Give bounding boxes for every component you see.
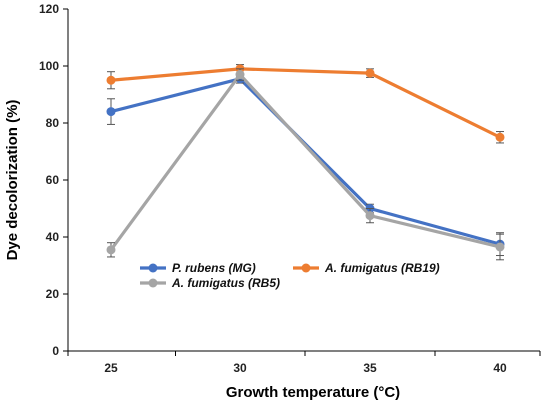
x-tick-label: 40 [493,361,507,375]
axes: 0 20 40 60 80 100 120 25 30 35 40 [39,2,541,375]
legend-swatch-marker [148,263,158,273]
series-line [109,72,501,251]
data-point [106,107,116,117]
x-tick-label: 30 [233,361,247,375]
series-line [110,77,501,246]
y-tick-label: 60 [46,173,60,187]
data-point [235,70,245,80]
legend-item-2: A. fumigatus (RB5) [140,276,280,290]
y-tick-label: 0 [52,344,59,358]
y-tick-label: 80 [46,116,60,130]
x-tick-label: 25 [104,361,118,375]
series-layer [106,64,505,261]
data-point [106,75,116,85]
data-point [495,242,505,252]
series-2 [106,68,505,261]
legend-swatch-marker [148,278,158,288]
legend-label: A. fumigatus (RB19) [324,261,440,275]
x-tick-label: 35 [363,361,377,375]
legend-swatch-marker [301,263,311,273]
legend-item-0: P. rubens (MG) [140,261,256,275]
y-tick-label: 40 [46,230,60,244]
data-point [106,245,116,255]
x-axis-title: Growth temperature (°C) [226,384,400,401]
data-point [365,68,375,78]
y-tick-label: 20 [46,287,60,301]
y-tick-label: 100 [39,59,59,73]
y-tick-label: 120 [39,2,59,16]
legend-label: A. fumigatus (RB5) [171,276,280,290]
series-line [110,67,501,139]
legend-item-1: A. fumigatus (RB19) [293,261,440,275]
legend-label: P. rubens (MG) [172,261,256,275]
y-axis-title: Dye decolorization (%) [4,100,21,261]
series-1 [106,64,505,144]
legend: P. rubens (MG) A. fumigatus (RB19) A. fumi… [140,261,440,290]
data-point [365,211,375,221]
data-point [495,132,505,142]
series-0 [106,74,505,257]
